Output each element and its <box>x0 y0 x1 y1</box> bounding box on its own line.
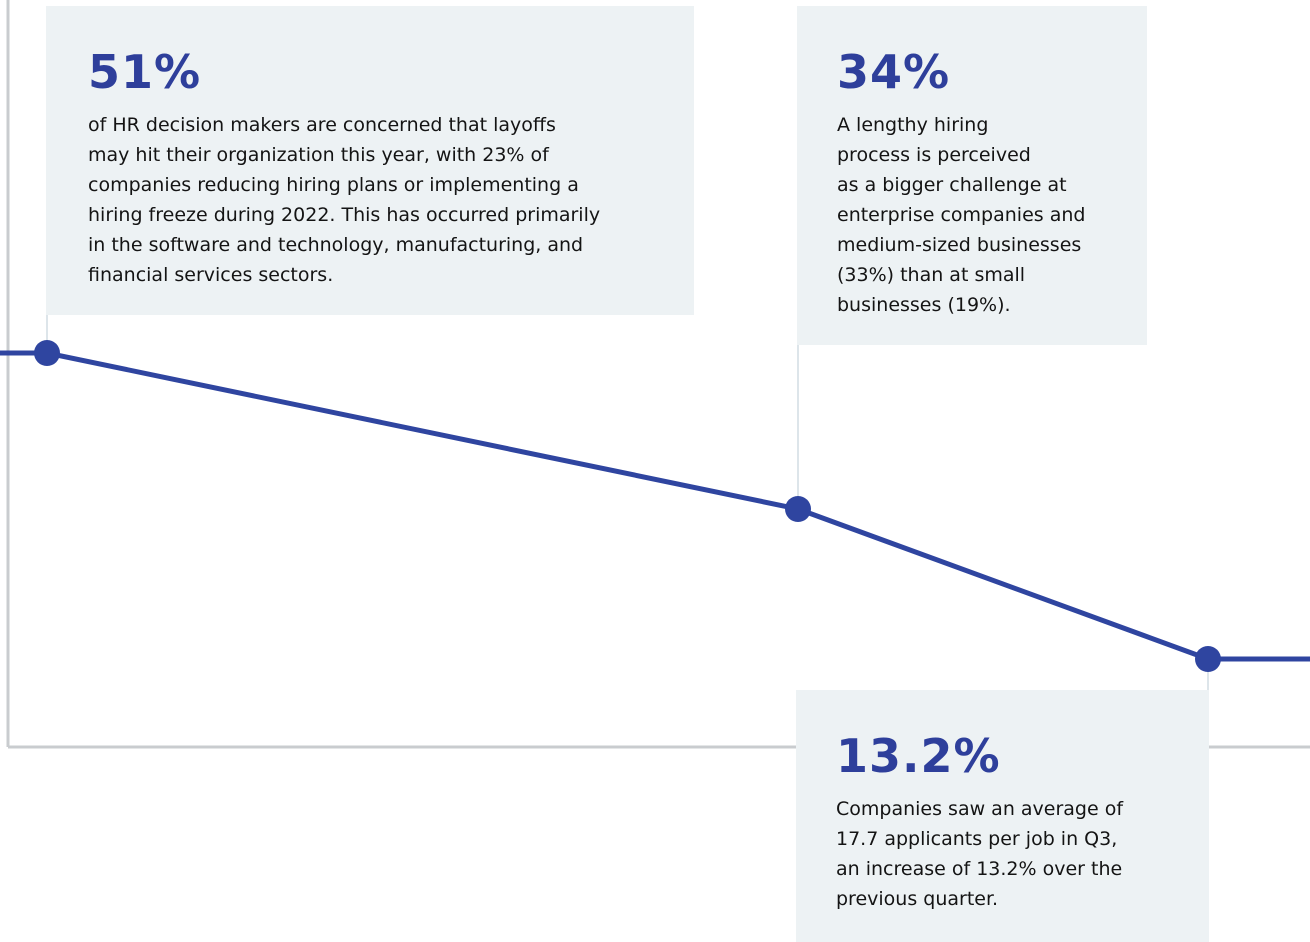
point <box>34 340 60 366</box>
trend-line <box>0 350 1310 662</box>
callout-box: 51% of HR decision makers are concerned t… <box>46 6 694 315</box>
description-line: A lengthy hiring <box>837 114 989 136</box>
description-line: 17.7 applicants per job in Q3, <box>836 828 1118 850</box>
point <box>785 496 811 522</box>
description-line: in the software and technology, manufact… <box>88 234 584 256</box>
description-line: businesses (19%). <box>837 294 1011 316</box>
description-line: financial services sectors. <box>88 264 334 286</box>
description-line: of HR decision makers are concerned that… <box>88 114 556 136</box>
description-line: enterprise companies and <box>837 204 1086 226</box>
description-line: (33%) than at small <box>837 264 1026 286</box>
stat: 34% <box>837 45 951 99</box>
description-line: an increase of 13.2% over the <box>836 858 1123 880</box>
description-line: may hit their organization this year, wi… <box>88 144 549 166</box>
description-line: as a bigger challenge at <box>837 174 1067 196</box>
stat: 51% <box>88 45 202 99</box>
description-line: companies reducing hiring plans or imple… <box>88 174 579 196</box>
callout-box: 13.2% Companies saw an average of 17.7 app… <box>796 690 1209 942</box>
stat: 13.2% <box>836 729 1001 783</box>
description-line: previous quarter. <box>836 888 999 910</box>
callout-box: 34% A lengthy hiring process is perceived a… <box>797 6 1147 345</box>
description-line: hiring freeze during 2022. This has occu… <box>88 204 601 226</box>
point <box>1195 646 1221 672</box>
description-line: Companies saw an average of <box>836 798 1124 820</box>
description-line: medium-sized businesses <box>837 234 1082 256</box>
description-line: process is perceived <box>837 144 1031 166</box>
